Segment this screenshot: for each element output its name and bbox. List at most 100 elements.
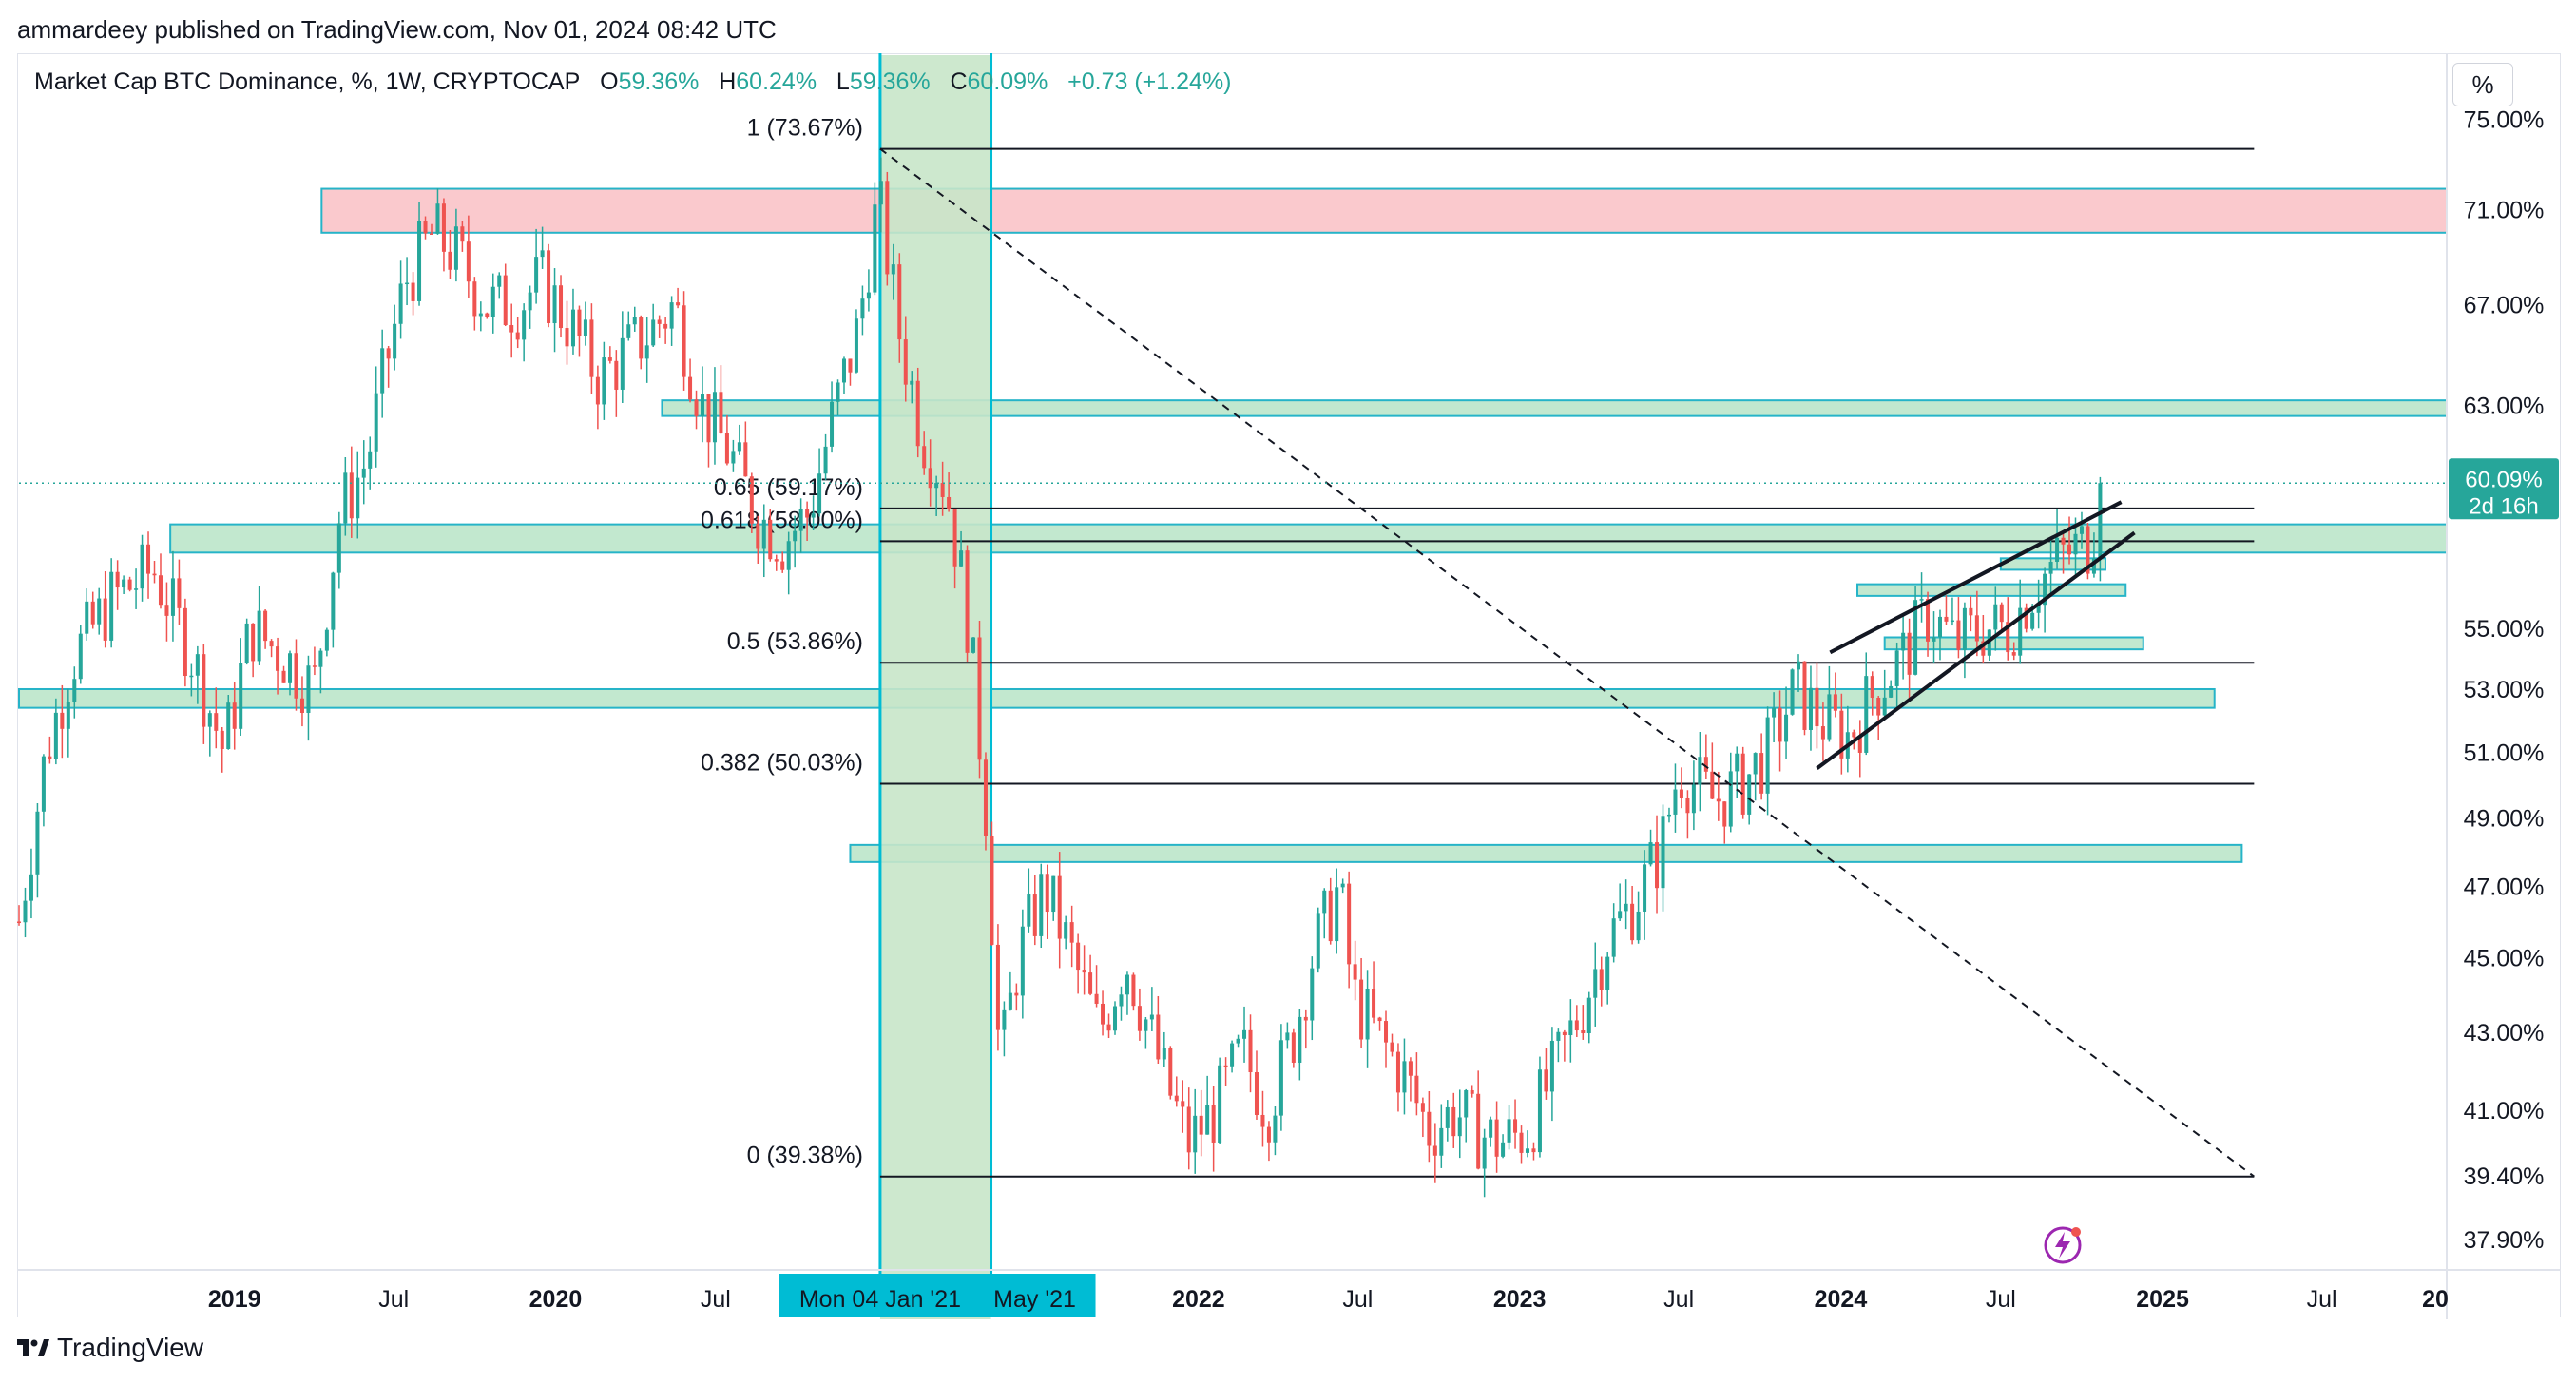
candle-body	[336, 523, 341, 573]
time-tick-label: Jul	[1663, 1286, 1694, 1313]
zone-box[interactable]	[18, 687, 2216, 709]
candle-body	[990, 836, 994, 945]
candle-body	[1322, 890, 1327, 914]
candle-body	[1703, 757, 1708, 772]
symbol-name[interactable]: Market Cap BTC Dominance, %, 1W, CRYPTOC…	[34, 68, 581, 95]
zones-layer	[18, 187, 2449, 863]
candle-body	[411, 282, 415, 301]
candle-body	[1291, 1032, 1296, 1063]
candle-body	[1747, 774, 1752, 815]
zone-box[interactable]	[169, 523, 2448, 554]
candle-body	[891, 264, 895, 275]
lightning-icon-bolt	[2055, 1232, 2070, 1259]
bar-countdown: 2d 16h	[2469, 493, 2538, 519]
chart-frame[interactable]	[17, 53, 2561, 1317]
candle-body	[817, 473, 822, 514]
candle-body	[1679, 789, 1683, 798]
candle-body	[1833, 694, 1837, 711]
time-tick-label: 2022	[1172, 1286, 1225, 1313]
candle-body	[848, 358, 853, 373]
date-range-highlight	[878, 53, 993, 1319]
candle-body	[1599, 969, 1604, 990]
price-tick-label: 45.00%	[2464, 945, 2545, 971]
zone-box[interactable]	[849, 843, 2243, 863]
price-tick-label: 37.90%	[2464, 1227, 2545, 1254]
candle-body	[435, 203, 440, 234]
candle-body	[232, 702, 237, 729]
candle-body	[632, 317, 637, 325]
candle-body	[195, 654, 200, 676]
candle-body	[780, 561, 785, 570]
fib-level-label: 0 (39.38%)	[747, 1143, 863, 1169]
candle-body	[639, 317, 644, 359]
candle-body	[1353, 964, 1357, 980]
candle-body	[940, 483, 945, 497]
candle-body	[2079, 526, 2084, 534]
candle-body	[1420, 1103, 1425, 1112]
time-tick-label: 2019	[208, 1286, 261, 1313]
candle-body	[1802, 661, 1807, 730]
candle-body	[472, 281, 477, 317]
candle-body	[1691, 784, 1696, 814]
candle-body	[134, 588, 139, 590]
time-tick-label: 2020	[529, 1286, 583, 1313]
candle-body	[441, 203, 446, 252]
candle-body	[269, 641, 274, 647]
candle-body	[1457, 1117, 1462, 1137]
candle-body	[1439, 1127, 1444, 1156]
candle-body	[1230, 1043, 1235, 1067]
candle-body	[1064, 922, 1068, 939]
candle-body	[1950, 620, 1954, 623]
zone-box[interactable]	[1856, 583, 2127, 597]
candle-body	[1359, 979, 1364, 1040]
price-tick-label: 49.00%	[2464, 805, 2545, 832]
candle-body	[288, 653, 293, 683]
candle-body	[1753, 753, 1758, 775]
candle-body	[1236, 1038, 1240, 1044]
candle-body	[1796, 661, 1801, 670]
candle-body	[152, 573, 157, 576]
candle-body	[1149, 1014, 1154, 1020]
candle-body	[1211, 1105, 1216, 1143]
candle-body	[1427, 1111, 1432, 1146]
candle-body	[1605, 956, 1610, 990]
candle-body	[1266, 1126, 1271, 1143]
candle-body	[1199, 1115, 1203, 1135]
candle-body	[552, 285, 557, 324]
candle-body	[1544, 1069, 1548, 1092]
price-tick-label: 67.00%	[2464, 292, 2545, 318]
candle-body	[1666, 814, 1671, 817]
candle-body	[207, 713, 212, 727]
candle-body	[743, 442, 748, 477]
candle-body	[663, 323, 668, 329]
candle-body	[1051, 875, 1056, 913]
candle-body	[602, 357, 606, 405]
candle-body	[1549, 1040, 1554, 1092]
candle-body	[1451, 1106, 1456, 1137]
candle-body	[583, 319, 587, 336]
candle-body	[1390, 1042, 1394, 1052]
candle-body	[2006, 622, 2010, 653]
percent-scale-button[interactable]: %	[2452, 63, 2513, 106]
open-value: 59.36%	[618, 68, 700, 95]
candle-body	[1278, 1040, 1283, 1116]
candle-body	[1525, 1148, 1530, 1153]
candle-body	[965, 550, 970, 653]
time-tick-label: 20	[2422, 1286, 2449, 1313]
candle-body	[1673, 789, 1678, 815]
change-value: +0.73 (+1.24%)	[1067, 68, 1232, 95]
candle-body	[1944, 616, 1949, 622]
candle-body	[700, 394, 705, 416]
candle-body	[1815, 687, 1819, 727]
candle-body	[1808, 687, 1813, 730]
candle-body	[1414, 1075, 1419, 1104]
candle-body	[1839, 710, 1844, 759]
footer-brand[interactable]: TradingView	[17, 1333, 203, 1363]
candle-body	[1027, 894, 1031, 927]
candle-body	[361, 468, 366, 478]
candle-body	[947, 496, 952, 509]
candle-body	[1926, 599, 1931, 642]
zone-box[interactable]	[320, 187, 2448, 234]
candle-body	[398, 283, 403, 324]
